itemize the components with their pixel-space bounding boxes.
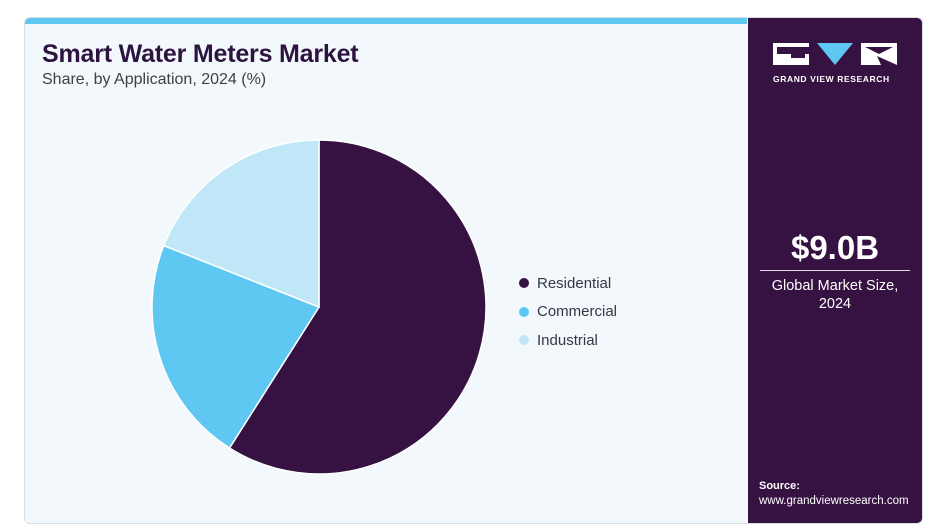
legend-item-residential: Residential: [519, 269, 617, 298]
chart-subtitle: Share, by Application, 2024 (%): [42, 71, 267, 88]
chart-title: Smart Water Meters Market: [42, 40, 359, 68]
divider: [760, 270, 910, 271]
pie-chart: [151, 139, 487, 475]
source-url[interactable]: www.grandviewresearch.com: [759, 495, 909, 507]
legend-item-commercial: Commercial: [519, 298, 617, 327]
legend-label: Industrial: [537, 331, 598, 349]
legend-swatch: [519, 306, 529, 317]
market-size-label-line2: 2024: [818, 296, 852, 312]
pie-slice-residential: [228, 139, 487, 475]
pie-slice-industrial: [162, 139, 320, 309]
legend-label: Commercial: [537, 303, 618, 321]
source-label: Source:: [759, 480, 800, 492]
pie-slice-commercial: [151, 244, 321, 450]
legend-swatch: [519, 278, 529, 289]
market-size-label-line1: Global Market Size,: [771, 278, 899, 294]
logo-wordmark: GRAND VIEW RESEARCH: [773, 74, 890, 84]
market-size-value: $9.0B: [790, 229, 880, 266]
grand-view-research-logo: [773, 43, 897, 65]
chart-card: Smart Water Meters Market Share, by Appl…: [24, 17, 923, 524]
market-size-label: Global Market Size, 2024: [748, 277, 922, 313]
legend-item-industrial: Industrial: [519, 326, 617, 355]
sidebar-panel: GRAND VIEW RESEARCH $9.0B Global Market …: [748, 18, 922, 523]
chart-legend: Residential Commercial Industrial: [519, 269, 617, 355]
legend-swatch: [519, 335, 529, 346]
legend-label: Residential: [537, 274, 612, 292]
accent-strip: [25, 18, 747, 24]
